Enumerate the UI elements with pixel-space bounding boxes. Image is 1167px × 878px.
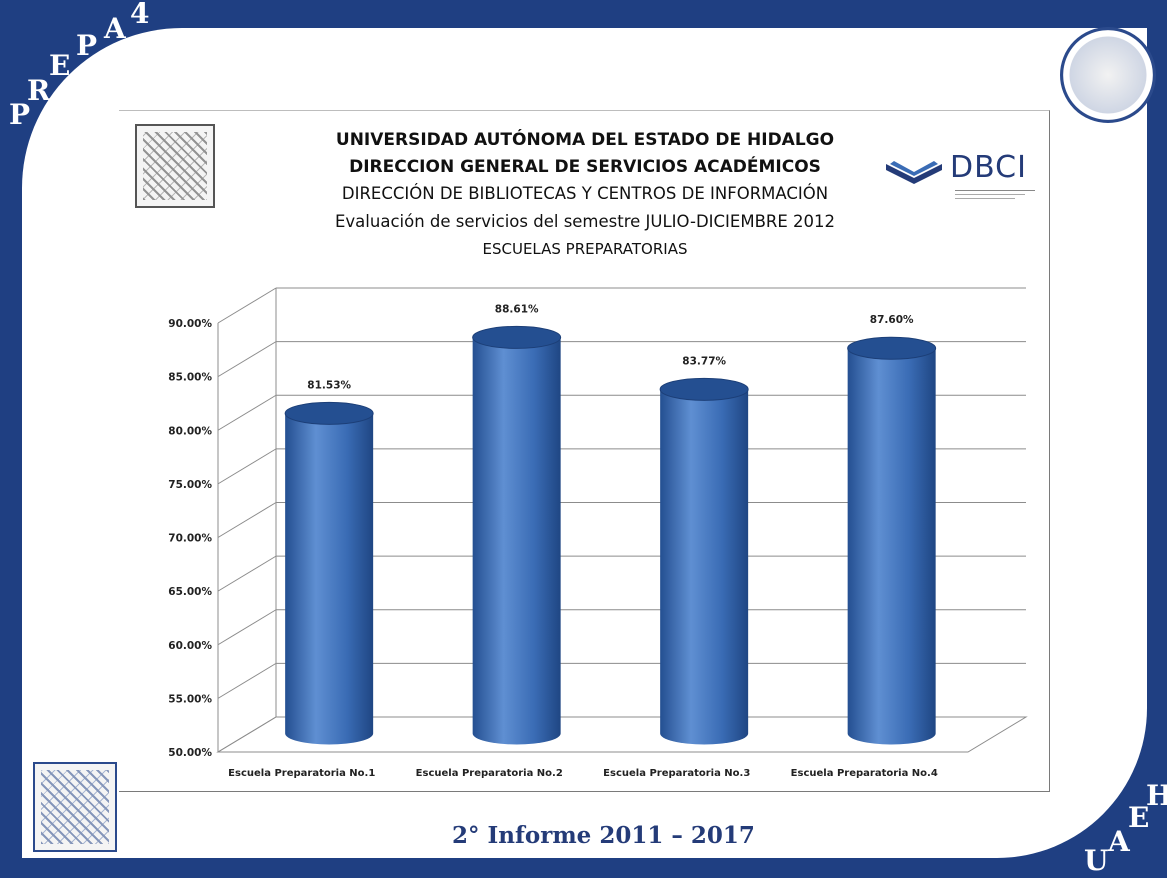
bar-4 — [847, 348, 936, 745]
y-tick-label: 60.00% — [168, 640, 212, 652]
corner-letter-e: E — [49, 49, 71, 82]
y-tick-label: 70.00% — [168, 533, 212, 545]
corner-letter-e2: E — [1128, 801, 1150, 834]
y-tick-label: 50.00% — [168, 747, 212, 759]
value-label-1: 81.53% — [307, 379, 351, 391]
university-crest-icon — [135, 124, 215, 208]
category-label-1: Escuela Preparatoria No.1 — [228, 768, 375, 779]
header-evaluation: Evaluación de servicios del semestre JUL… — [334, 212, 836, 231]
header-university: UNIVERSIDAD AUTÓNOMA DEL ESTADO DE HIDAL… — [335, 130, 835, 150]
corner-letter-p2: P — [76, 29, 98, 62]
corner-letter-r: R — [27, 74, 51, 107]
gridline-depth — [217, 394, 277, 431]
footer-report-title: 2° Informe 2011 – 2017 — [452, 822, 755, 849]
gridline-depth — [217, 555, 277, 592]
gridline-depth — [217, 609, 277, 646]
gridline-depth — [217, 662, 277, 699]
school-crest-icon — [33, 762, 117, 852]
bar-top-4 — [847, 336, 937, 360]
open-book-icon — [886, 161, 942, 184]
corner-letter-p1: P — [9, 98, 31, 131]
gridline-depth — [217, 502, 277, 538]
y-tick-label: 90.00% — [168, 318, 212, 330]
dbci-subtitle-lines — [955, 190, 1035, 201]
slide-content-panel — [119, 110, 1050, 792]
value-label-4: 87.60% — [870, 314, 914, 326]
bar-top-3 — [659, 377, 749, 401]
corner-letter-h: H — [1146, 779, 1167, 812]
bar-1 — [285, 413, 374, 745]
gridline-depth — [217, 341, 277, 378]
corner-letter-a: A — [104, 12, 126, 45]
value-label-3: 83.77% — [682, 355, 726, 367]
header-libraries: DIRECCIÓN DE BIBLIOTECAS Y CENTROS DE IN… — [341, 184, 829, 203]
bar-top-1 — [284, 401, 374, 425]
corner-letter-u: U — [1084, 844, 1109, 877]
bar-top-2 — [472, 325, 562, 349]
y-tick-label: 55.00% — [168, 693, 212, 705]
header-direction: DIRECCION GENERAL DE SERVICIOS ACADÉMICO… — [349, 157, 821, 177]
floor-plane — [216, 716, 1028, 753]
header-schools: ESCUELAS PREPARATORIAS — [482, 240, 688, 258]
category-label-3: Escuela Preparatoria No.3 — [603, 768, 750, 779]
corner-letter-4: 4 — [130, 0, 150, 30]
y-tick-label: 65.00% — [168, 586, 212, 598]
gridline-depth — [217, 448, 277, 485]
y-tick-label: 80.00% — [168, 425, 212, 437]
category-label-2: Escuela Preparatoria No.2 — [416, 768, 563, 779]
gridline-depth — [217, 287, 277, 324]
value-label-2: 88.61% — [495, 303, 539, 315]
y-tick-label: 75.00% — [168, 479, 212, 491]
bar-2 — [472, 337, 561, 745]
corner-letter-a2: A — [1108, 825, 1130, 858]
y-tick-label: 85.00% — [168, 372, 212, 384]
dbci-logo-text: DBCI — [950, 150, 1027, 185]
wolf-seal-icon — [1060, 27, 1156, 123]
category-label-4: Escuela Preparatoria No.4 — [791, 768, 938, 779]
bar-3 — [660, 389, 749, 745]
